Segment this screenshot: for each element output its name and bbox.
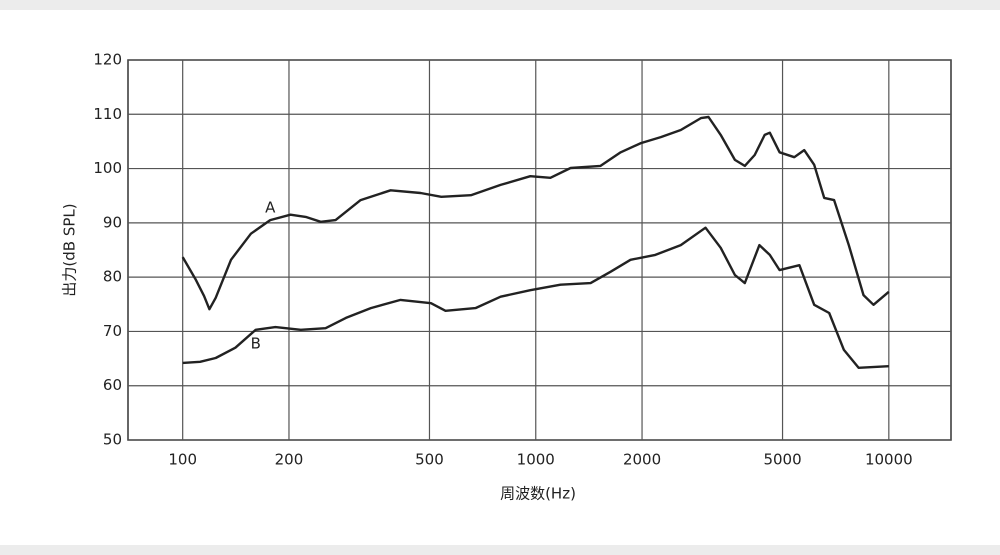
plot-frame — [127, 59, 952, 441]
top-band — [0, 0, 1000, 10]
series-label: B — [251, 334, 261, 352]
x-tick-label: 10000 — [865, 451, 913, 469]
bottom-band — [0, 545, 1000, 555]
line — [182, 226, 889, 369]
x-tick-label: 200 — [275, 451, 304, 469]
x-tick-label: 1000 — [517, 451, 555, 469]
x-tick-label: 2000 — [623, 451, 661, 469]
y-tick-label: 100 — [93, 159, 122, 177]
y-tick-label: 60 — [103, 376, 122, 394]
x-axis-label: 周波数(Hz) — [500, 485, 576, 503]
y-tick-label: 80 — [103, 268, 122, 286]
y-tick-label: 120 — [93, 51, 122, 69]
y-tick-label: 110 — [93, 105, 122, 123]
y-tick-label: 50 — [103, 431, 122, 449]
y-tick-label: 70 — [103, 322, 122, 340]
y-tick-label: 90 — [103, 213, 122, 231]
line — [181, 115, 890, 311]
x-tick-label: 100 — [168, 451, 197, 469]
x-tick-label: 5000 — [763, 451, 801, 469]
y-axis-label: 出力(dB SPL) — [61, 203, 79, 296]
series-label: A — [265, 199, 276, 217]
x-tick-label: 500 — [415, 451, 444, 469]
